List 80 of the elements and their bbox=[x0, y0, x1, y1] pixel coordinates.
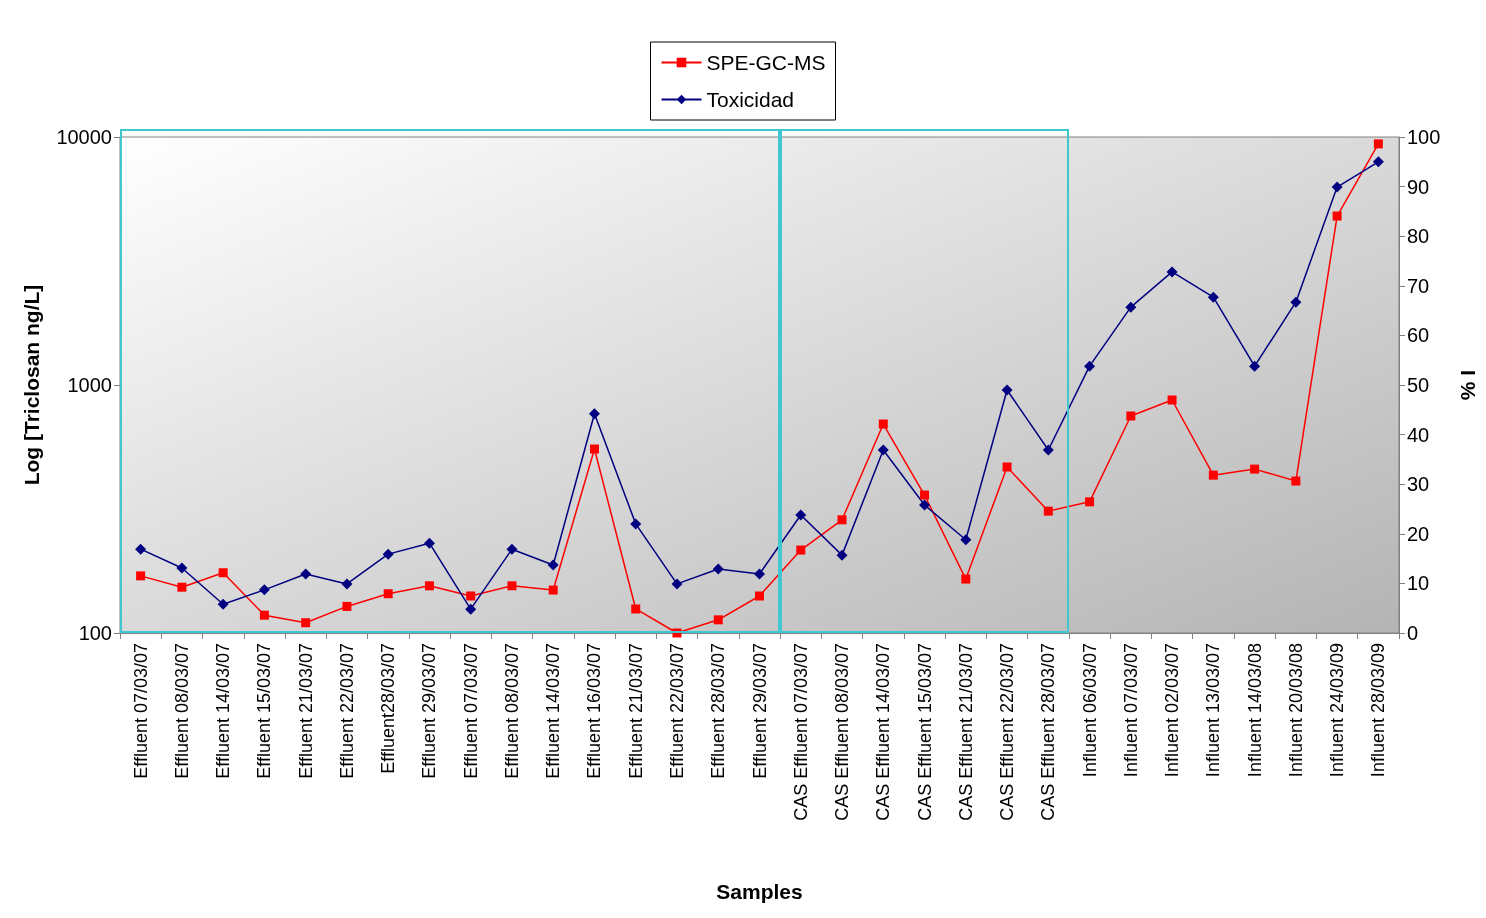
point bbox=[136, 571, 146, 581]
point bbox=[1126, 411, 1136, 421]
point bbox=[301, 618, 311, 628]
point bbox=[920, 490, 930, 500]
y2-tick-label: 50 bbox=[1407, 374, 1430, 396]
point bbox=[1373, 139, 1383, 149]
x-tick-label: Effluent 08/03/07 bbox=[171, 643, 192, 779]
point bbox=[1043, 506, 1053, 516]
point bbox=[1332, 211, 1342, 221]
y2-tick-label: 10 bbox=[1407, 572, 1430, 595]
y2-axis-title: % I bbox=[1456, 369, 1479, 401]
x-tick-label: Influent 02/03/07 bbox=[1162, 643, 1183, 778]
point bbox=[1208, 470, 1218, 480]
x-tick-label: CAS Effluent 21/03/07 bbox=[955, 643, 976, 821]
y2-tick-label: 60 bbox=[1407, 324, 1430, 347]
x-tick-label: Effluent 29/03/07 bbox=[749, 643, 770, 779]
y2-tick-label: 70 bbox=[1407, 274, 1430, 297]
legend-label: SPE-GC-MS bbox=[706, 51, 826, 74]
point bbox=[548, 585, 558, 595]
x-tick-label: Effluent 14/03/07 bbox=[543, 643, 564, 779]
x-tick-label: Effluent 16/03/07 bbox=[584, 643, 605, 779]
x-tick-label: Influent 14/03/08 bbox=[1244, 643, 1265, 778]
x-tick-label: Influent 20/03/08 bbox=[1285, 643, 1306, 778]
point bbox=[259, 610, 269, 620]
y2-tick-label: 100 bbox=[1407, 126, 1441, 148]
point bbox=[878, 419, 888, 429]
y2-tick-label: 30 bbox=[1407, 473, 1430, 496]
point bbox=[466, 591, 476, 601]
point bbox=[837, 515, 847, 525]
point bbox=[383, 589, 393, 599]
x-tick-label: Influent 13/03/07 bbox=[1203, 643, 1224, 778]
x-tick-label: Influent 28/03/09 bbox=[1368, 643, 1389, 778]
point bbox=[1167, 395, 1177, 405]
x-tick-label: Effluent 07/03/07 bbox=[460, 643, 481, 779]
x-tick-label: Effluent 22/03/07 bbox=[666, 643, 687, 779]
y-tick-label: 100 bbox=[78, 622, 112, 644]
x-tick-label: Effluent 21/03/07 bbox=[625, 643, 646, 779]
point bbox=[1085, 497, 1095, 507]
y2-tick-label: 0 bbox=[1407, 622, 1419, 644]
x-tick-label: Influent 07/03/07 bbox=[1120, 643, 1141, 778]
x-tick-label: CAS Effluent 07/03/07 bbox=[790, 643, 811, 821]
point bbox=[755, 591, 764, 601]
x-tick-label: Effluent 14/03/07 bbox=[213, 643, 234, 779]
x-tick-label: Effluent 29/03/07 bbox=[419, 643, 440, 779]
y-axis-title: Log [Triclosan ng/L] bbox=[20, 284, 43, 486]
point bbox=[218, 568, 228, 578]
point bbox=[1002, 462, 1012, 472]
point bbox=[177, 582, 187, 592]
x-tick-label: Influent 06/03/07 bbox=[1079, 643, 1100, 778]
point bbox=[1250, 464, 1260, 474]
point bbox=[1291, 476, 1301, 486]
x-axis-title: Samples bbox=[716, 880, 803, 903]
point bbox=[713, 615, 723, 625]
legend-label: Toxicidad bbox=[706, 88, 795, 111]
point bbox=[796, 545, 806, 555]
x-tick-label: CAS Effluent 08/03/07 bbox=[832, 643, 853, 821]
x-tick-label: Effluent 21/03/07 bbox=[295, 643, 316, 779]
point bbox=[424, 581, 434, 591]
point bbox=[507, 581, 517, 591]
point bbox=[342, 601, 352, 611]
x-tick-label: Influent 24/03/09 bbox=[1327, 643, 1348, 778]
x-tick-label: Effluent 15/03/07 bbox=[254, 643, 275, 779]
x-tick-label: CAS Effluent 28/03/07 bbox=[1038, 643, 1059, 821]
x-tick-label: Effluent 08/03/07 bbox=[501, 643, 522, 779]
x-tick-label: Effluent 28/03/07 bbox=[708, 643, 729, 779]
y2-tick-label: 80 bbox=[1407, 225, 1430, 248]
y2-tick-label: 20 bbox=[1407, 522, 1430, 545]
y-tick-label: 1000 bbox=[67, 374, 112, 396]
x-tick-label: Effluent 22/03/07 bbox=[336, 643, 357, 779]
x-tick-label: CAS Effluent 14/03/07 bbox=[873, 643, 894, 821]
point bbox=[631, 604, 641, 614]
y2-tick-label: 90 bbox=[1407, 175, 1430, 198]
x-tick-label: Effluent28/03/07 bbox=[378, 643, 399, 774]
point bbox=[589, 444, 599, 454]
y-tick-label: 10000 bbox=[56, 126, 112, 148]
x-tick-label: CAS Effluent 15/03/07 bbox=[914, 643, 935, 821]
x-tick-label: Effluent 07/03/07 bbox=[130, 643, 151, 779]
point bbox=[961, 574, 971, 584]
y2-tick-label: 40 bbox=[1407, 423, 1430, 446]
x-tick-label: CAS Effluent 22/03/07 bbox=[997, 643, 1018, 821]
